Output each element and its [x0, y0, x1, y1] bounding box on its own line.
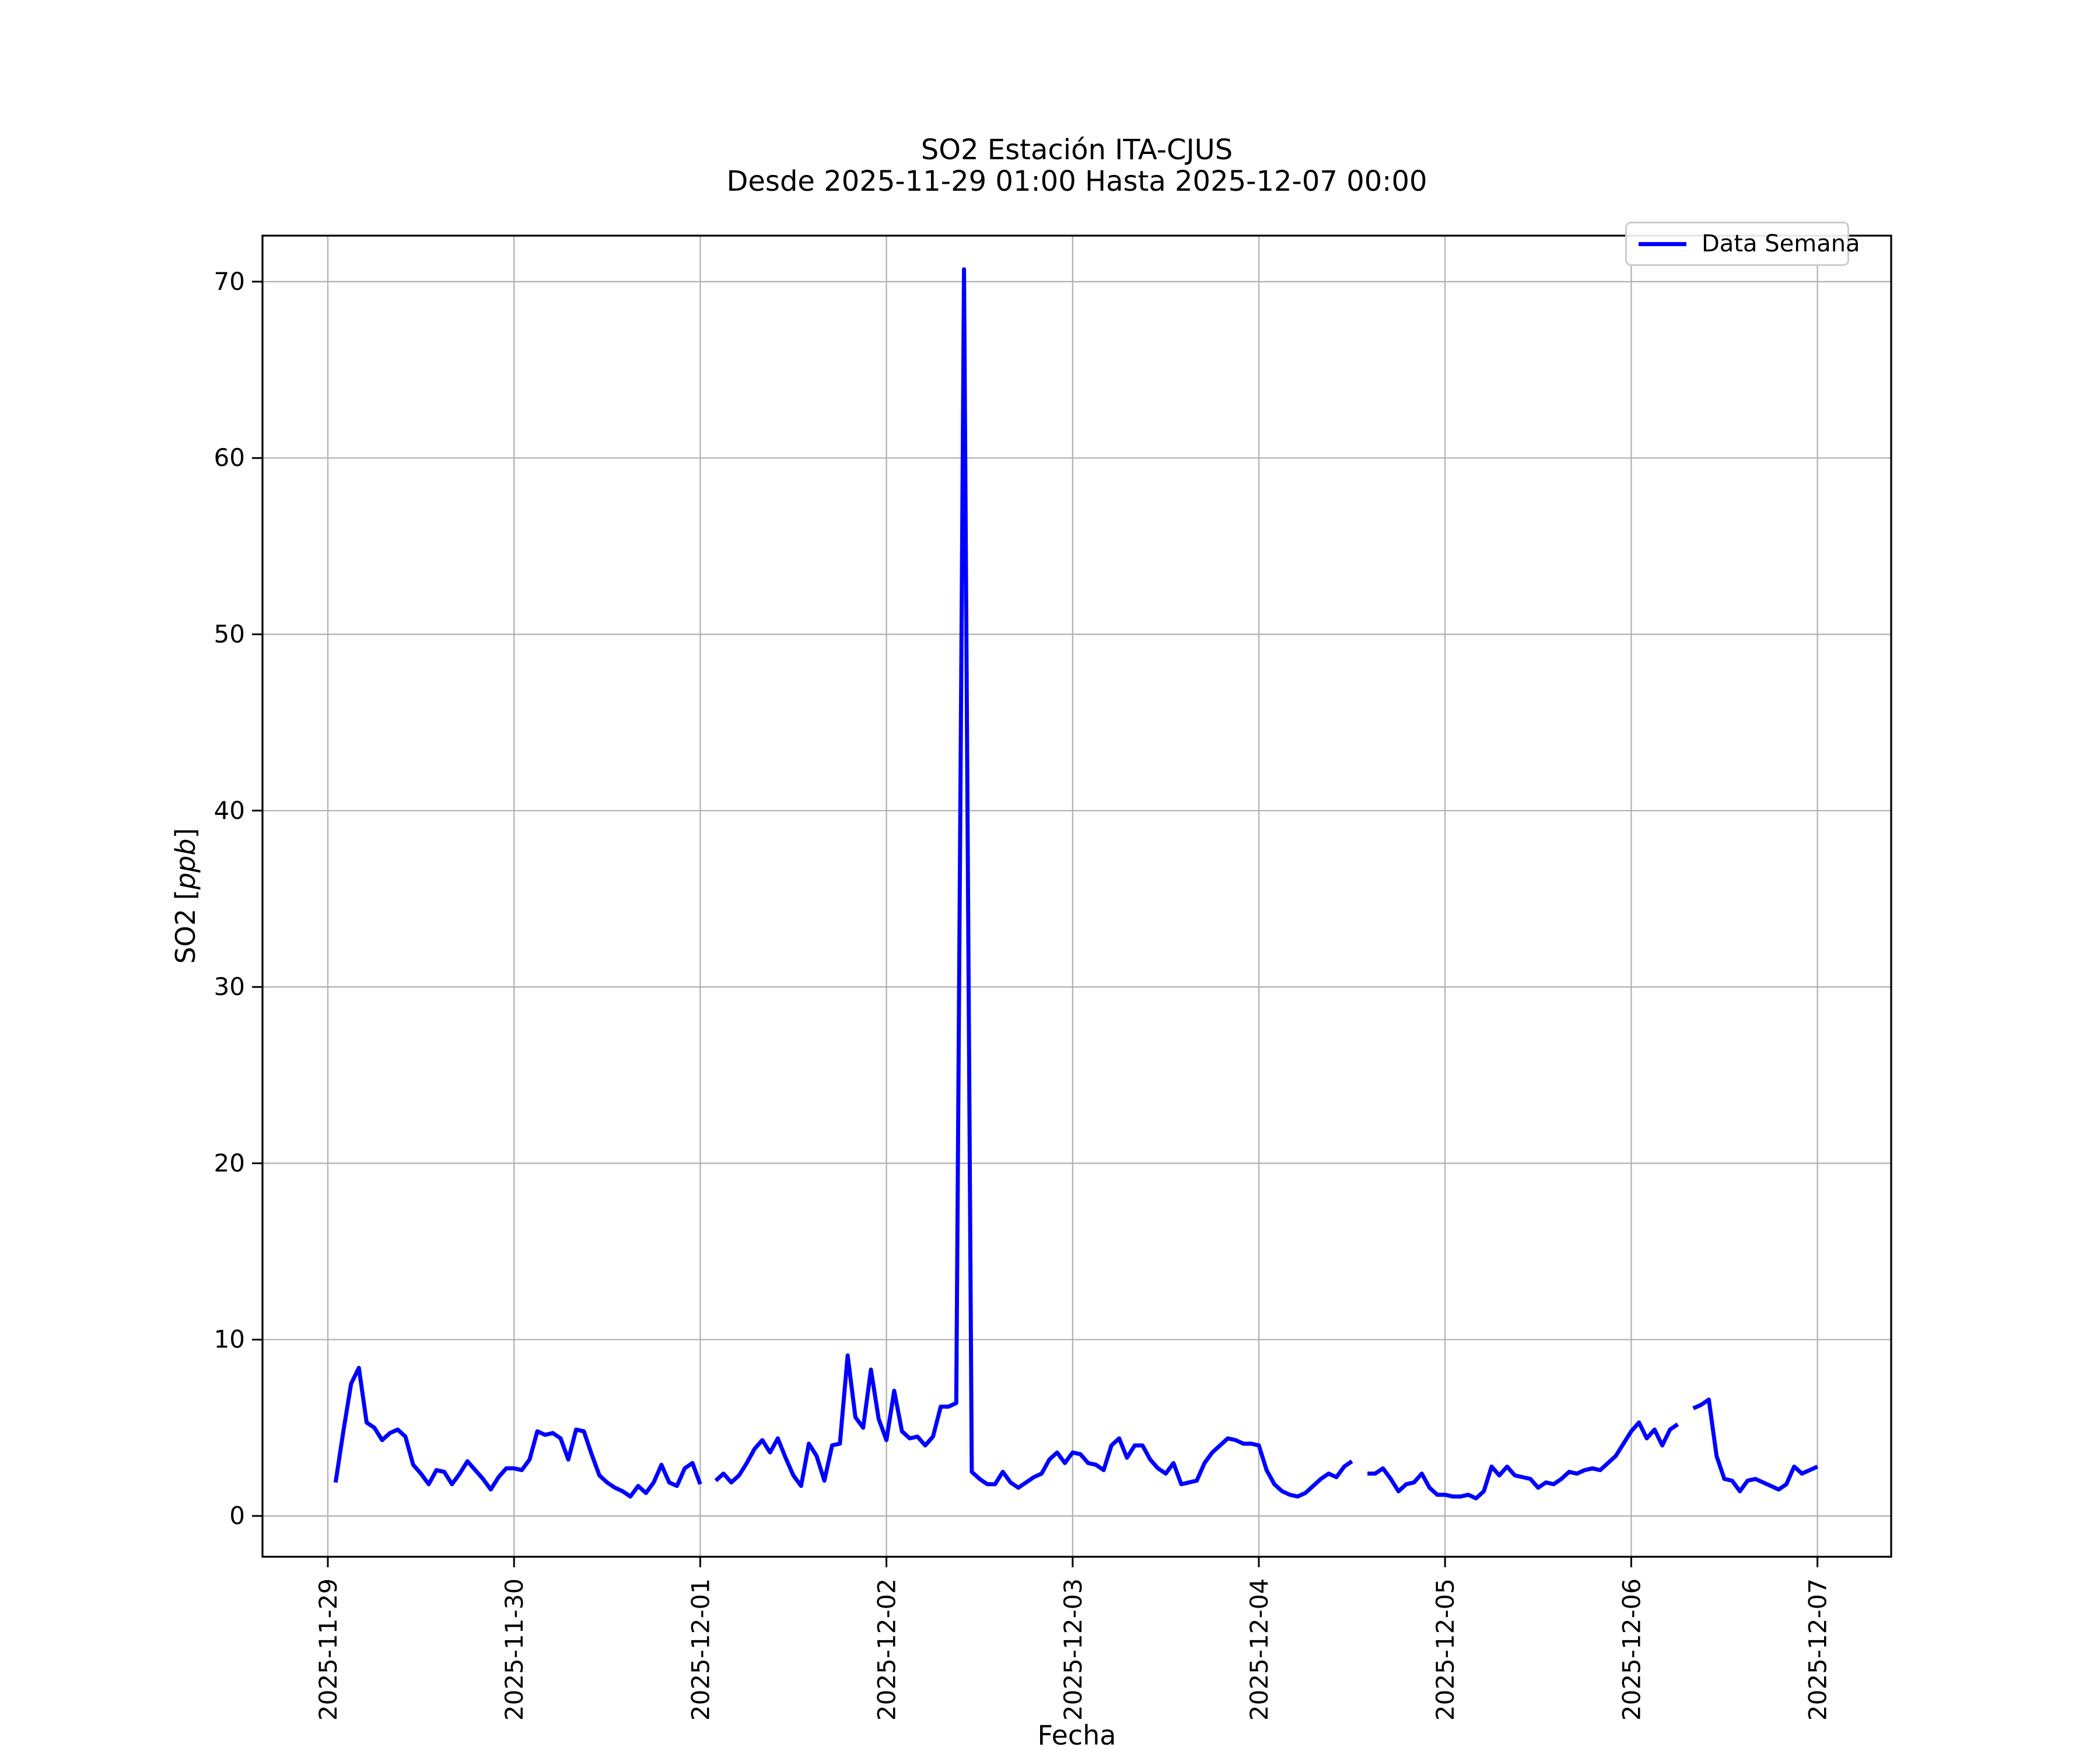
- x-tick-label: 2025-11-30: [500, 1578, 528, 1721]
- y-tick-label: 70: [214, 267, 245, 296]
- y-tick-label: 50: [214, 620, 245, 649]
- legend-label: Data Semana: [1702, 230, 1860, 257]
- y-tick-label: 60: [214, 443, 245, 472]
- data-layer: [333, 267, 1819, 1501]
- x-tick-label: 2025-12-04: [1245, 1578, 1273, 1721]
- x-tick-label: 2025-11-29: [314, 1578, 342, 1721]
- data-semana-line: [333, 267, 1819, 1501]
- chart-title: SO2 Estación ITA-CJUS: [921, 134, 1233, 166]
- tick-layer: 0 10 20 30 40 50 60 70 2025-11-29 2025-11-30 2025-…: [214, 267, 1832, 1721]
- y-axis-label-prefix: SO2 [: [170, 889, 201, 964]
- chart-title-block: SO2 Estación ITA-CJUS Desde 2025-11-29 0…: [260, 134, 1894, 197]
- legend-box: Data Semana: [1625, 222, 1860, 266]
- y-tick-label: 0: [229, 1501, 245, 1530]
- x-axis-label: Fecha: [1037, 1720, 1116, 1751]
- x-tick-label: 2025-12-03: [1059, 1578, 1087, 1721]
- grid-layer: [262, 236, 1891, 1557]
- y-axis-label: SO2 [ppb]: [170, 828, 201, 964]
- x-tick-label: 2025-12-07: [1804, 1578, 1832, 1721]
- y-tick-label: 40: [214, 796, 245, 825]
- y-axis-label-suffix: ]: [170, 828, 201, 839]
- x-tick-label: 2025-12-01: [686, 1578, 715, 1721]
- y-tick-label: 10: [214, 1325, 245, 1354]
- x-tick-label: 2025-12-05: [1431, 1578, 1460, 1721]
- legend-line-sample: [1639, 241, 1686, 246]
- axes-spines: [261, 234, 1892, 1558]
- x-tick-label: 2025-12-06: [1617, 1578, 1646, 1721]
- x-tick-label: 2025-12-02: [873, 1578, 901, 1721]
- y-axis-label-units: ppb: [170, 838, 201, 890]
- chart-subtitle: Desde 2025-11-29 01:00 Hasta 2025-12-07 …: [726, 165, 1427, 198]
- y-tick-label: 30: [214, 972, 245, 1001]
- plot-area-border: [261, 234, 1892, 1558]
- y-tick-label: 20: [214, 1148, 245, 1177]
